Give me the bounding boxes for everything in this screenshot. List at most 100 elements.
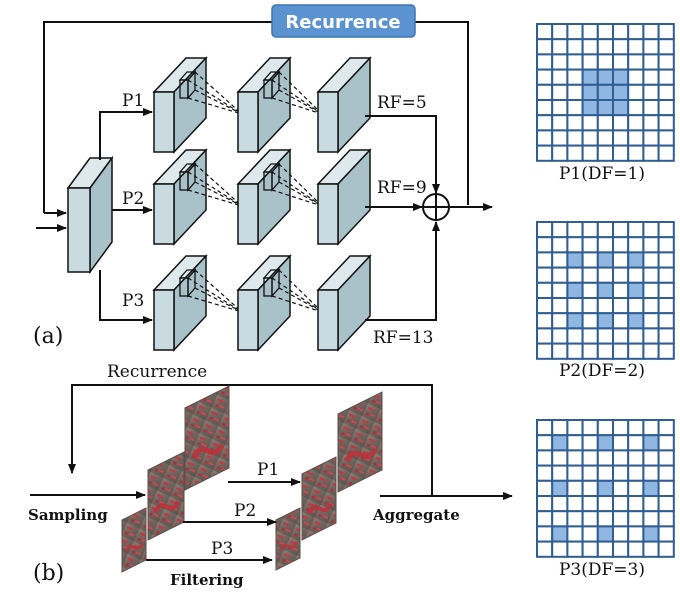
projection-lines [271,269,323,313]
grid-cell [551,68,569,86]
grid-cell [612,419,630,437]
grid-cell [657,114,675,132]
grid-cell [581,464,599,482]
grid-cell [612,342,630,360]
kernel-cell [596,251,614,269]
grid-cell [536,540,554,558]
grid-cell [657,281,675,299]
grid-cell [657,479,675,497]
grid-cell [566,327,584,345]
kernel-cell [581,83,599,102]
kernel-cell [566,281,584,299]
grid-cell [642,236,660,254]
grid-cell [642,221,660,239]
grid-cell [627,297,645,315]
panel-a-label: (a) [33,324,63,349]
grid-cell [536,266,554,284]
grid-cell [536,99,554,117]
grid-cell [581,327,599,345]
rf-label-9: RF=9 [377,178,427,198]
grid-cell [657,144,675,162]
conv-block-p3-2 [236,254,323,352]
grid-cell [657,221,675,239]
conv-block-p1-3 [316,56,372,154]
kernel-cell [596,434,614,452]
panel-b-label: (b) [33,561,64,586]
grid-cell [596,449,614,467]
grid-cell [551,221,569,239]
grid-cell [596,53,614,71]
kernel-cell [551,525,569,543]
grid-cell [566,53,584,71]
grid-cell [596,327,614,345]
grid-cell [612,525,630,543]
grid-cell [642,99,660,117]
grid-cell [612,114,630,132]
grid-cell [581,114,599,132]
grid-cell [642,281,660,299]
grid-cell [627,99,645,117]
grid-cell [627,479,645,497]
filter-label-p3: P3 [211,539,233,559]
grid-cell [642,38,660,56]
grid-cell [596,221,614,239]
grid-cell [627,510,645,528]
grid-cell [581,419,599,437]
grid-cell [551,510,569,528]
grid-cell [612,266,630,284]
filter-label-p2: P2 [234,501,256,521]
rf-label-13: RF=13 [373,328,433,348]
grid-cell [551,129,569,147]
recurrence-label-b: Recurrence [107,362,207,382]
grid-cell [536,297,554,315]
grid-cell [596,464,614,482]
grid-cell [657,38,675,56]
grid-cell [657,236,675,254]
grid-cell [627,525,645,543]
grid-cell [536,114,554,132]
recurrence-title: Recurrence [285,12,400,33]
grid-cell [536,221,554,239]
grid-cell [627,266,645,284]
conv-block-p1-2 [236,56,323,154]
grid-caption-p1: P1(DF=1) [559,164,645,184]
grid-cell [536,281,554,299]
grid-cell [657,434,675,452]
branch-p3-line [99,270,153,324]
input-image-medium [147,451,185,541]
grid-cell [642,266,660,284]
filtering-label: Filtering [170,571,244,589]
grid-cell [536,129,554,147]
filter-label-p1: P1 [257,460,279,480]
grid-cell [612,495,630,513]
grid-cell [566,83,584,102]
grid-cell [596,38,614,56]
grid-cell [642,495,660,513]
grid-cell [657,342,675,360]
grid-cell [627,144,645,162]
kernel-cell [627,281,645,299]
grid-cell [642,540,660,558]
grid-cell [566,221,584,239]
recurrence-loop-line [43,21,469,213]
grid-cell [657,297,675,315]
grid-cell [536,312,554,330]
grid-cell [566,495,584,513]
output-image-small [275,507,301,571]
grid-cell [642,114,660,132]
kernel-cell [612,83,630,102]
grid-cell [612,327,630,345]
conv-block-p2-2 [236,148,323,246]
output-image-medium [301,456,337,541]
grid-cell [642,144,660,162]
grid-cell [581,510,599,528]
grid-cell [551,327,569,345]
grid-cell [596,266,614,284]
kernel-cell [596,281,614,299]
grid-cell [612,281,630,299]
grid-cell [627,464,645,482]
kernel-cell [566,251,584,269]
grid-cell [657,129,675,147]
grid-cell [581,342,599,360]
grid-cell [612,38,630,56]
